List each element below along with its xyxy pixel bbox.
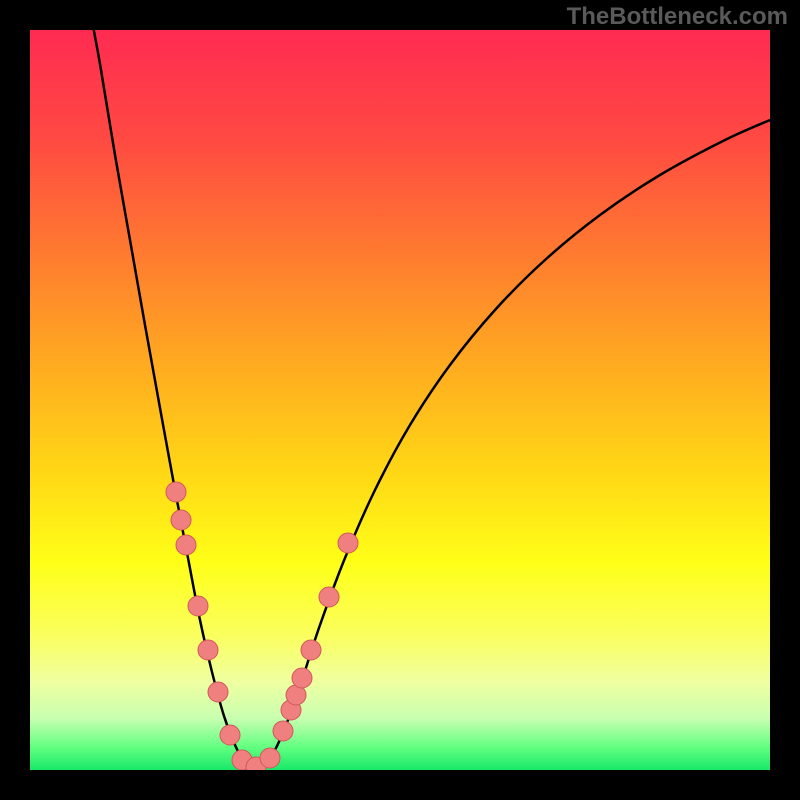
data-marker — [188, 596, 208, 616]
frame-bottom — [0, 770, 800, 800]
data-marker — [319, 587, 339, 607]
data-marker — [176, 535, 196, 555]
data-marker — [166, 482, 186, 502]
data-marker — [208, 682, 228, 702]
data-marker — [338, 533, 358, 553]
data-marker — [260, 748, 280, 768]
bottleneck-chart — [0, 0, 800, 800]
frame-left — [0, 0, 30, 800]
gradient-background — [30, 30, 770, 770]
data-marker — [198, 640, 218, 660]
data-marker — [220, 725, 240, 745]
watermark-text: TheBottleneck.com — [567, 3, 788, 31]
data-marker — [301, 640, 321, 660]
frame-right — [770, 0, 800, 800]
data-marker — [292, 668, 312, 688]
data-marker — [273, 721, 293, 741]
data-marker — [171, 510, 191, 530]
